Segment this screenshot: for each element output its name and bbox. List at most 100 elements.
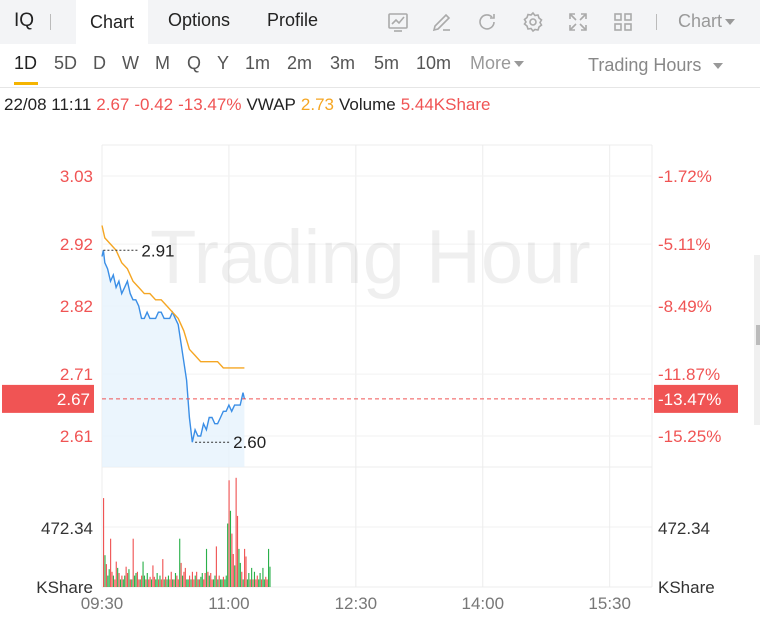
volume-bar: [205, 548, 208, 587]
volume-bar: [268, 548, 270, 587]
volume-bar: [165, 576, 167, 587]
period-m[interactable]: M: [155, 53, 170, 73]
stock-symbol: IQ: [14, 10, 35, 31]
period-y[interactable]: Y: [217, 53, 230, 73]
period-w[interactable]: W: [122, 53, 139, 73]
volume-bar: [160, 579, 162, 587]
current-pct-label: -13.47%: [658, 390, 721, 409]
y-tick-left: 3.03: [60, 167, 93, 186]
volume-bar: [251, 567, 253, 587]
volume-bar: [132, 538, 134, 587]
quote-change: -0.42: [134, 95, 174, 114]
volume-bar: [238, 548, 240, 587]
tab-profile[interactable]: Profile: [267, 10, 319, 30]
volume-bar: [108, 569, 110, 587]
volume-bar: [118, 573, 120, 587]
volume-bar: [231, 533, 233, 587]
trading-hours-label: Trading Hours: [588, 55, 702, 75]
chart-type-dropdown[interactable]: Chart: [678, 11, 736, 32]
refresh-icon[interactable]: [475, 10, 499, 34]
vwap-label: VWAP: [246, 95, 296, 114]
period-1m[interactable]: 1m: [245, 53, 271, 73]
y-tick-left: 2.71: [60, 365, 93, 384]
tab-chart[interactable]: Chart: [76, 0, 149, 44]
indicator-icon[interactable]: [386, 10, 410, 34]
volume-bar: [172, 579, 174, 587]
tab-options[interactable]: Options: [168, 10, 231, 30]
volume-bar: [125, 566, 127, 587]
volume-bar: [126, 573, 129, 587]
more-label: More: [470, 53, 512, 73]
volume-bar: [146, 573, 148, 587]
volume-bar: [110, 538, 112, 587]
volume-bar: [256, 575, 258, 587]
volume-bar: [248, 573, 250, 587]
volume-bar: [197, 579, 199, 587]
quote-datetime: 22/08 11:11: [4, 95, 92, 114]
volume-bar: [169, 579, 171, 587]
volume-bar: [158, 579, 160, 587]
draw-icon[interactable]: [430, 10, 454, 34]
divider: [0, 87, 760, 88]
more-periods-dropdown[interactable]: More: [470, 53, 525, 74]
volume-bar: [211, 579, 213, 587]
volume-bar: [217, 579, 219, 587]
current-pct-badge: [654, 384, 738, 413]
caret-down-icon: [514, 61, 525, 68]
volume-bar: [103, 498, 105, 587]
volume-bar: [129, 579, 131, 587]
caret-down-icon: [713, 63, 724, 70]
volume-bar: [214, 575, 216, 587]
period-5m[interactable]: 5m: [374, 53, 400, 73]
volume-bar: [184, 567, 186, 587]
volume-bar: [198, 579, 201, 587]
period-5d[interactable]: 5D: [54, 53, 78, 73]
volume-unit-left: KShare: [36, 578, 93, 597]
volume-bar: [196, 571, 198, 587]
fullscreen-icon[interactable]: [566, 10, 590, 34]
y-tick-left: 2.61: [60, 427, 93, 446]
volume-max-label-right: 472.34: [658, 519, 710, 538]
x-tick: 11:00: [208, 594, 249, 613]
volume-bar: [145, 579, 147, 587]
volume-bar: [122, 579, 124, 587]
period-2m[interactable]: 2m: [287, 53, 313, 73]
volume-bar: [148, 579, 150, 587]
settings-icon[interactable]: [521, 10, 545, 34]
y-tick-right: -11.87%: [658, 365, 720, 384]
y-tick-left: 2.82: [60, 297, 93, 316]
volume-bar: [227, 523, 229, 587]
volume-bar: [208, 575, 210, 587]
y-tick-right: -15.25%: [658, 427, 721, 446]
annotation-label: 2.60: [233, 433, 266, 452]
quote-change-pct: -13.47%: [178, 95, 242, 114]
volume-bar: [186, 579, 188, 587]
trading-hours-dropdown[interactable]: Trading Hours: [588, 55, 724, 76]
divider: [50, 14, 51, 30]
volume-bar: [252, 579, 254, 587]
volume-bar: [156, 573, 158, 587]
volume-bar: [241, 571, 243, 587]
volume-bar: [138, 579, 140, 587]
vwap-value: 2.73: [300, 95, 334, 114]
grid-icon[interactable]: [611, 10, 635, 34]
volume-bar: [170, 571, 172, 587]
volume-bar: [180, 562, 182, 587]
volume-bar: [207, 571, 209, 587]
volume-bar: [222, 576, 224, 587]
volume-bar: [253, 571, 256, 587]
vwap-line: [101, 225, 245, 369]
period-d[interactable]: D: [93, 53, 106, 73]
scrollbar-thumb[interactable]: [756, 325, 760, 345]
volume-bar: [269, 566, 271, 587]
divider: [656, 14, 657, 30]
volume-bar: [159, 575, 161, 587]
volume-bar: [114, 579, 116, 587]
period-q[interactable]: Q: [187, 53, 202, 73]
period-1d[interactable]: 1D: [14, 53, 38, 73]
period-3m[interactable]: 3m: [330, 53, 356, 73]
volume-bar: [191, 571, 193, 587]
volume-bar: [244, 548, 246, 587]
period-10m[interactable]: 10m: [416, 53, 452, 73]
